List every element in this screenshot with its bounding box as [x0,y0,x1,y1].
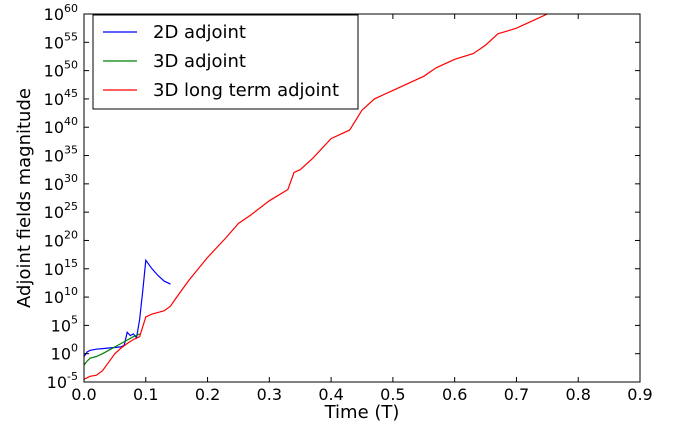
y-tick-label: 105 [51,313,78,335]
y-tick-label: 1015 [44,257,78,279]
legend-box [92,14,359,110]
legend: 2D adjoint 3D adjoint 3D long term adjoint [92,14,359,110]
y-tick-label: 1060 [44,2,78,24]
x-tick-label: 0.3 [257,385,282,404]
legend-label: 3D adjoint [153,51,246,72]
x-tick-label: 0.1 [133,385,158,404]
x-tick-label: 0.8 [565,385,590,404]
y-tick-label: 1040 [44,115,78,137]
y-tick-label: 1035 [44,144,78,166]
y-tick-label: 1045 [44,87,78,109]
y-tick-label: 1010 [44,285,78,307]
x-tick-label: 0.4 [318,385,343,404]
y-tick-label: 1030 [44,172,78,194]
x-tick-label: 0.7 [504,385,529,404]
series-line-3 [84,14,549,380]
x-tick-label: 0.5 [380,385,405,404]
y-tick-label: 1055 [44,30,78,52]
series-layer [84,14,549,380]
y-tick-label: 1025 [44,200,78,222]
y-tick-label: 1050 [44,59,78,81]
y-axis-label: Adjoint fields magnitude [14,88,35,308]
x-tick-label: 0.9 [627,385,652,404]
series-line-1 [84,258,171,357]
y-tick-label: 10-5 [47,370,78,392]
plot-frame [83,13,641,383]
ticks-layer: 0.0 0.1 0.2 0.3 0.4 0.5 0.6 0.7 0.8 0.9 10-5 100 105… [44,2,653,404]
x-axis-label: Time (T) [324,402,400,423]
y-tick-label: 100 [51,342,78,364]
x-tick-label: 0.0 [71,385,96,404]
x-tick-label: 0.6 [442,385,467,404]
x-tick-label: 0.2 [195,385,220,404]
y-tick-label: 1020 [44,228,78,250]
legend-label: 3D long term adjoint [153,80,339,101]
legend-label: 2D adjoint [153,22,246,43]
series-line-2 [84,333,140,366]
